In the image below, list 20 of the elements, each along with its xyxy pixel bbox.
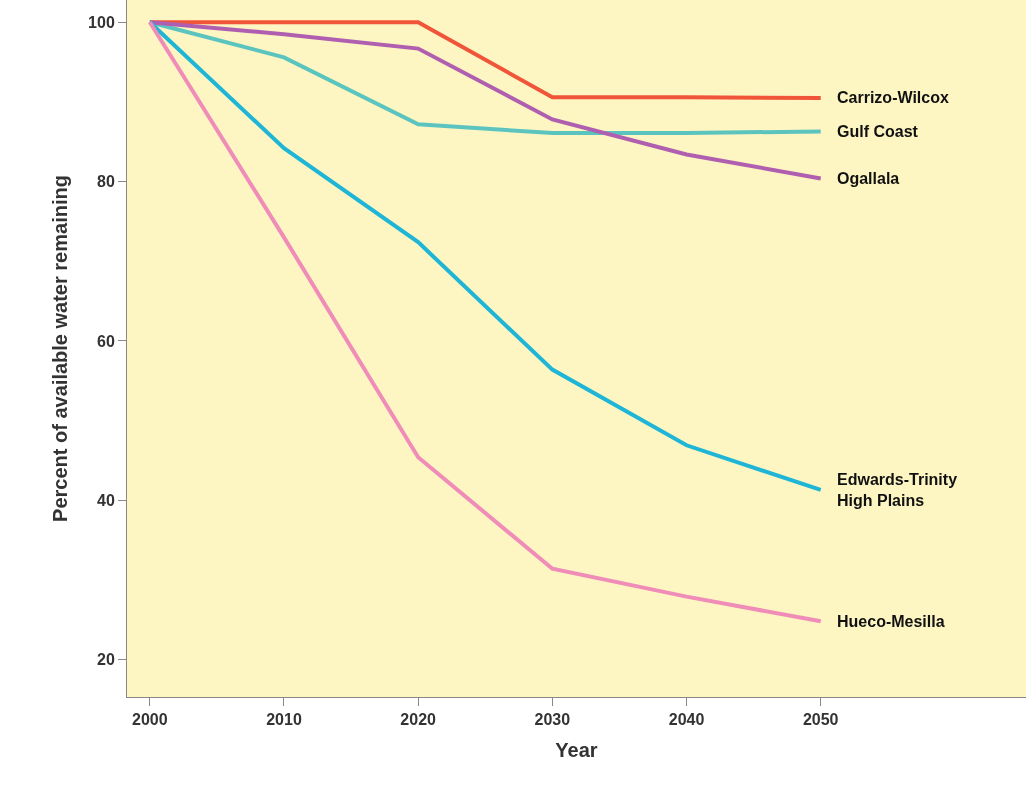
y-tick-label: 80 — [97, 173, 115, 191]
x-tick-label: 2050 — [802, 711, 839, 729]
series-label: Carrizo-Wilcox — [837, 89, 949, 106]
line-series — [147, 20, 823, 181]
line-series — [147, 20, 823, 624]
y-axis-title: Percent of available water remaining — [48, 175, 71, 522]
x-tick-label: 2010 — [266, 711, 302, 729]
x-tick-label: 2030 — [534, 711, 571, 729]
x-tick-label: 2000 — [132, 711, 168, 729]
series-label: Edwards-Trinity High Plains — [837, 471, 958, 509]
y-tick-label: 20 — [97, 651, 115, 669]
y-tick-label: 100 — [88, 13, 115, 31]
y-tick-label: 60 — [97, 332, 115, 350]
x-axis-title: Year — [555, 738, 598, 761]
series-label: Gulf Coast — [837, 123, 919, 140]
x-tick-label: 2040 — [668, 711, 705, 729]
series-label: Ogallala — [837, 170, 900, 187]
y-tick-label: 40 — [97, 491, 115, 509]
series-label: Hueco-Mesilla — [837, 613, 945, 630]
x-tick-label: 2020 — [400, 711, 437, 729]
